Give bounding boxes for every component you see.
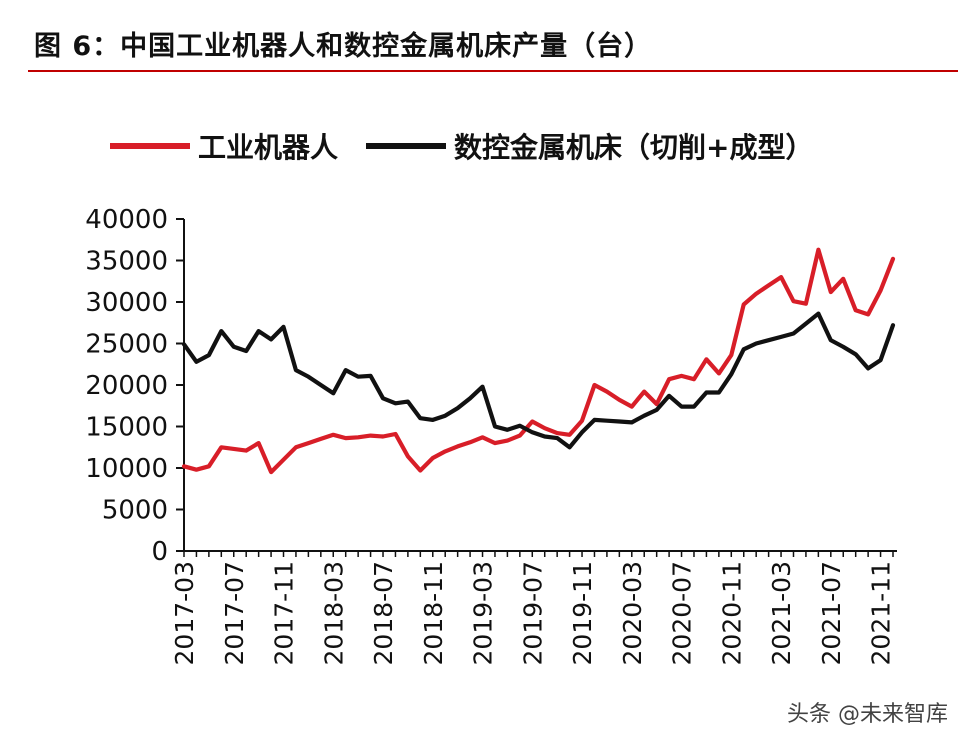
x-tick-label: 2021-03 [767,561,796,665]
x-tick-label: 2019-11 [568,561,597,665]
x-tick-label: 2020-07 [668,561,697,665]
x-tick-label: 2021-07 [817,561,846,665]
series-line-robots [181,247,896,475]
x-tick-label: 2021-11 [867,561,896,665]
y-tick-label: 35000 [85,247,168,277]
x-tick-label: 2019-03 [469,561,498,665]
x-tick-label: 2020-03 [618,561,647,665]
y-tick-label: 25000 [85,330,168,360]
x-tick-label: 2018-03 [319,561,348,665]
x-tick-label: 2017-11 [270,561,299,665]
x-tick-label: 2017-07 [220,561,249,665]
y-tick-label: 15000 [85,413,168,443]
legend-swatch-machine-tools [366,143,447,149]
x-tick-label: 2020-11 [717,561,746,665]
figure-title: 图 6：中国工业机器人和数控金属机床产量（台） [34,31,653,62]
y-tick-label: 40000 [85,205,168,235]
y-tick-label: 30000 [85,288,168,318]
series-line-machine-tools [181,311,896,450]
y-tick-label: 20000 [85,371,168,401]
x-tick-label: 2018-07 [369,561,398,665]
y-tick-label: 5000 [102,496,168,526]
y-tick-label: 0 [151,537,168,567]
legend-label-robots: 工业机器人 [198,131,339,164]
legend-label-machine-tools: 数控金属机床（切削+成型） [454,131,814,164]
x-tick-label: 2018-11 [419,561,448,665]
legend-swatch-robots [110,143,190,149]
title-rule [28,70,958,72]
y-tick-label: 10000 [85,454,168,484]
legend-item-robots: 工业机器人 [110,126,338,166]
legend-item-machine-tools: 数控金属机床（切削+成型） [366,126,813,166]
watermark: 头条 @未来智库 [787,702,948,727]
chart-legend: 工业机器人 数控金属机床（切削+成型） [110,126,841,166]
x-tick-label: 2019-07 [518,561,547,665]
x-tick-label: 2017-03 [170,561,199,665]
